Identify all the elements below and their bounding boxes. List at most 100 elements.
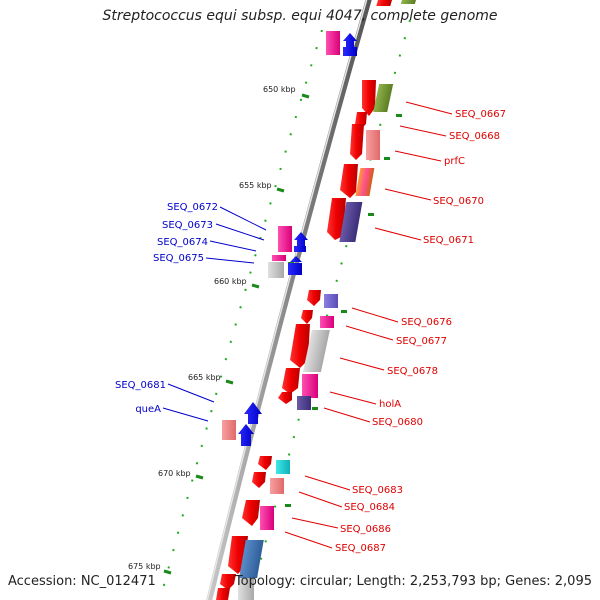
gene-feature	[238, 578, 254, 600]
gene-hola	[282, 368, 300, 394]
tick-label-660: 660 kbp	[214, 277, 247, 286]
gene-seq-0676-feature	[324, 294, 338, 308]
label-prfc: prfC	[444, 156, 465, 167]
leader-hola	[329, 391, 377, 405]
tick-label-655: 655 kbp	[239, 181, 272, 190]
tick-label-665: 665 kbp	[188, 373, 221, 382]
tick-label-650: 650 kbp	[263, 85, 296, 94]
gene-seq-0683	[258, 456, 272, 470]
leader-seq-0675	[205, 257, 255, 264]
tick-mark	[163, 569, 172, 575]
gene-seq-0684	[252, 472, 266, 488]
leaders-right	[284, 101, 453, 549]
tick-label-675: 675 kbp	[128, 562, 161, 571]
gene-feature	[376, 0, 394, 6]
leader-seq-0673	[215, 223, 265, 241]
gene-seq-0678	[290, 324, 310, 368]
genes-cluster-mid-right	[278, 290, 338, 410]
gene-seq-0687-feature	[239, 540, 264, 578]
leader-seq-0680	[323, 407, 371, 423]
label-seq-0671: SEQ_0671	[423, 235, 474, 246]
gene-prfc-arrow	[350, 124, 364, 160]
topology-text: Topology: circular; Length: 2,253,793 bp…	[234, 574, 592, 589]
genes-cluster-left-upper	[268, 226, 308, 278]
gene-tick	[368, 213, 374, 216]
gene-seq-0672	[278, 226, 292, 252]
gene-feature	[326, 31, 340, 55]
label-seq-0668: SEQ_0668	[449, 131, 500, 142]
label-seq-0672: SEQ_0672	[167, 202, 218, 213]
label-seq-0686: SEQ_0686	[340, 524, 391, 535]
gene-feature	[216, 588, 230, 600]
gene-seq-0683-feature	[276, 460, 290, 474]
gene-seq-0680	[278, 392, 292, 404]
leader-seq-0671	[374, 227, 422, 241]
tick-mark	[301, 93, 310, 99]
label-seq-0677: SEQ_0677	[396, 336, 447, 347]
gene-tick	[312, 407, 318, 410]
tick-mark	[251, 283, 260, 289]
label-seq-0676: SEQ_0676	[401, 317, 452, 328]
tick-mark	[195, 474, 204, 480]
scale-ticks	[163, 93, 310, 575]
gene-seq-0670-feature	[355, 168, 375, 196]
gene-seq-0674	[272, 255, 286, 261]
leader-seq-0670	[384, 188, 432, 201]
gene-seq-0671	[327, 198, 346, 240]
gene-quea-a	[222, 420, 236, 440]
leader-seq-0686	[291, 517, 339, 529]
guide-inner	[159, 29, 323, 600]
leader-seq-0667	[405, 101, 453, 115]
gene-seq-0686-feature	[260, 506, 274, 530]
label-seq-0681: SEQ_0681	[115, 380, 166, 391]
gene-feature	[400, 0, 418, 4]
leader-seq-0676	[351, 307, 399, 323]
gene-tick	[384, 157, 390, 160]
leaders-left	[162, 206, 267, 422]
label-seq-0687: SEQ_0687	[335, 543, 386, 554]
genes-cluster-left-lower	[222, 402, 262, 446]
genes-cluster-upper-right	[327, 80, 394, 242]
gene-seq-0667	[362, 80, 376, 116]
label-seq-0670: SEQ_0670	[433, 196, 484, 207]
gene-hola-feature	[302, 374, 318, 398]
gene-tick	[341, 310, 347, 313]
gene-seq-0680-feature	[297, 396, 311, 410]
tick-mark	[225, 379, 234, 385]
gene-seq-0677	[301, 310, 313, 324]
leader-seq-0668	[399, 125, 447, 137]
leader-seq-0683	[304, 475, 351, 491]
label-seq-0678: SEQ_0678	[387, 366, 438, 377]
gene-seq-0671-feature	[339, 202, 363, 242]
tick-mark	[276, 187, 285, 193]
label-seq-0667: SEQ_0667	[455, 109, 506, 120]
gene-feature	[220, 574, 236, 590]
gene-seq-0674-arrow	[290, 256, 302, 262]
label-hola: holA	[379, 399, 401, 410]
gene-seq-0678-feature	[302, 330, 330, 372]
leader-seq-0677	[345, 325, 394, 341]
gene-seq-0667-feature	[373, 84, 394, 112]
gene-seq-0686	[242, 500, 260, 526]
leader-seq-0678	[339, 357, 385, 371]
gene-seq-0681	[244, 402, 262, 424]
labels-left: SEQ_0672 SEQ_0673 SEQ_0674 SEQ_0675 SEQ_…	[115, 202, 218, 415]
leader-seq-0672	[219, 206, 267, 231]
label-seq-0680: SEQ_0680	[372, 417, 423, 428]
label-quea: queA	[135, 404, 161, 415]
gene-seq-0670	[340, 164, 358, 198]
gene-prfc	[366, 130, 380, 160]
gene-seq-0675-block	[288, 263, 302, 275]
leader-seq-0674	[209, 240, 257, 252]
gene-seq-0677-feature	[320, 316, 334, 328]
gene-quea	[238, 424, 254, 446]
scale-labels: 650 kbp 655 kbp 660 kbp 665 kbp 670 kbp …	[128, 85, 296, 571]
gene-tick	[396, 114, 402, 117]
label-seq-0684: SEQ_0684	[344, 502, 395, 513]
genes-top-partial	[326, 0, 418, 56]
genome-backbone-highlight	[206, 0, 368, 600]
gene-feature	[343, 33, 357, 47]
labels-right: SEQ_0667 SEQ_0668 prfC SEQ_0670 SEQ_0671…	[335, 109, 506, 554]
leader-seq-0684	[298, 491, 343, 508]
